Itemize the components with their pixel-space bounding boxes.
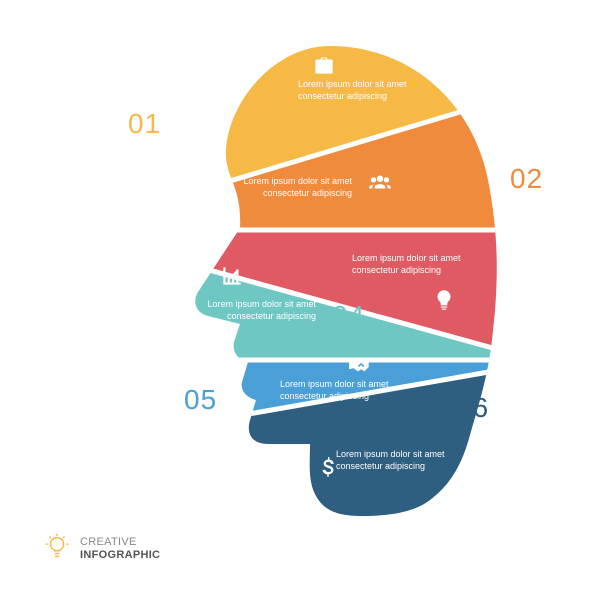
segment-05-number: 05	[184, 384, 217, 416]
brand-line2: INFOGRAPHIC	[80, 549, 160, 562]
briefcase-icon	[310, 52, 338, 80]
segment-04-label: Lorem ipsum dolor sit amet consectetur a…	[186, 298, 316, 322]
segment-06-label: Lorem ipsum dolor sit amet consectetur a…	[336, 448, 466, 472]
segment-01-number: 01	[128, 108, 161, 140]
footer-brand: CREATIVE INFOGRAPHIC	[42, 531, 160, 566]
segment-02-number: 02	[510, 163, 543, 195]
segment-06-number: 06	[456, 392, 489, 424]
handshake-icon	[346, 352, 374, 380]
chart-icon	[218, 262, 246, 290]
people-icon	[366, 168, 394, 196]
segment-05-label: Lorem ipsum dolor sit amet consectetur a…	[280, 378, 400, 402]
infographic-stage: 01 02 03 04 05 06 Lorem ipsum dolor sit …	[0, 0, 600, 600]
bulb-icon	[430, 286, 458, 314]
bulb-outline-icon	[42, 531, 72, 566]
brand-text: CREATIVE INFOGRAPHIC	[80, 536, 160, 561]
segment-03-label: Lorem ipsum dolor sit amet consectetur a…	[352, 252, 482, 276]
segment-03-number: 03	[288, 243, 321, 275]
dollar-icon	[314, 454, 342, 482]
segment-02-label: Lorem ipsum dolor sit amet consectetur a…	[232, 175, 352, 199]
segment-04-number: 04	[332, 300, 365, 332]
segment-01-label: Lorem ipsum dolor sit amet consectetur a…	[298, 78, 428, 102]
brand-line1: CREATIVE	[80, 536, 160, 549]
